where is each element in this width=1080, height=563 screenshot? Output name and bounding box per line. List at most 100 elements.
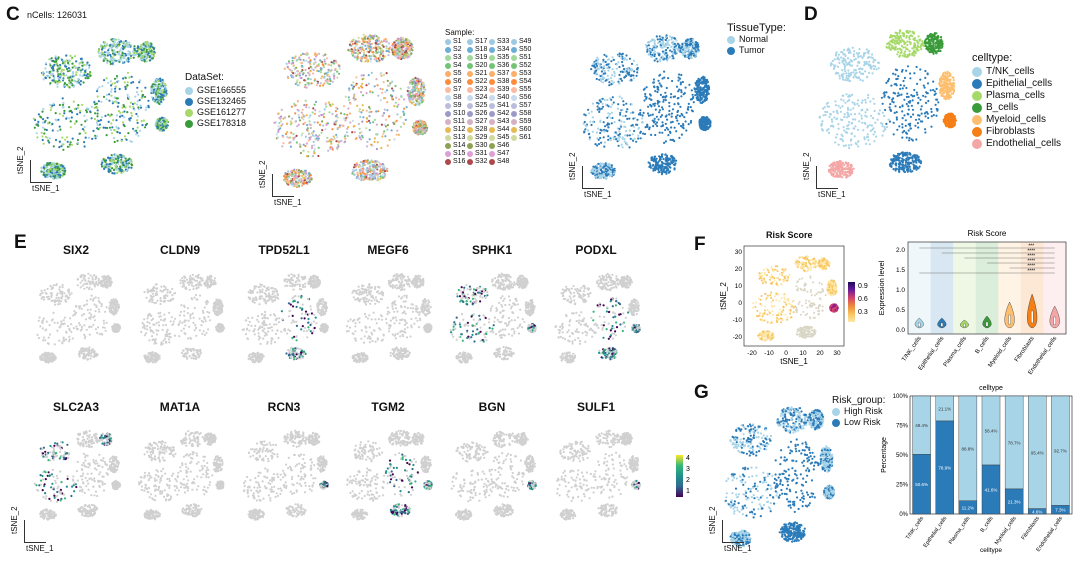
violin-box bbox=[1008, 314, 1011, 325]
legend-swatch bbox=[467, 63, 473, 69]
x-tick: -10 bbox=[764, 350, 774, 357]
legend-item: S16 bbox=[445, 158, 467, 166]
legend-swatch bbox=[467, 135, 473, 141]
violin-box bbox=[963, 323, 966, 327]
legend-swatch bbox=[467, 159, 473, 165]
legend-item: S29 bbox=[467, 134, 489, 142]
risk-score-scale: 0.9 0.6 0.3 bbox=[848, 282, 868, 322]
legend-item: S42 bbox=[489, 110, 511, 118]
legend-swatch bbox=[467, 95, 473, 101]
legend-label: S10 bbox=[453, 110, 466, 117]
legend-label: S32 bbox=[475, 158, 488, 165]
y-tick: -20 bbox=[733, 334, 743, 341]
legend-swatch bbox=[445, 143, 451, 149]
gene-title: PODXL bbox=[575, 243, 617, 257]
legend-label: S20 bbox=[475, 62, 488, 69]
legend-label: S59 bbox=[519, 118, 532, 125]
legend-swatch bbox=[511, 79, 517, 85]
legend-swatch bbox=[445, 87, 451, 93]
legend-label: S35 bbox=[497, 54, 510, 61]
sig-label: **** bbox=[1027, 269, 1035, 275]
gene-title: SIX2 bbox=[62, 243, 89, 257]
legend-swatch bbox=[832, 407, 840, 416]
legend-item: S40 bbox=[489, 94, 511, 102]
y-tick: 1.5 bbox=[896, 267, 905, 274]
legend-label: Plasma_cells bbox=[986, 90, 1045, 101]
legend-label: Tumor bbox=[739, 45, 765, 55]
violin-title: Risk Score bbox=[968, 229, 1007, 238]
legend-label: S38 bbox=[497, 78, 510, 85]
data-label: 50.6% bbox=[915, 482, 928, 487]
panel-label-d: D bbox=[804, 4, 818, 25]
legend-swatch bbox=[467, 103, 473, 109]
axis-label-y: tSNE_2 bbox=[10, 506, 19, 534]
legend-label: S18 bbox=[475, 46, 488, 53]
legend-risk-group: Risk_group: High Risk Low Risk bbox=[832, 395, 885, 428]
y-tick: 100% bbox=[893, 394, 909, 400]
legend-item: S52 bbox=[511, 62, 533, 70]
data-label: 88.8% bbox=[961, 446, 974, 451]
legend-label: S16 bbox=[453, 158, 466, 165]
legend-swatch bbox=[489, 39, 495, 45]
category-band bbox=[998, 242, 1021, 334]
legend-item: S25 bbox=[467, 102, 489, 110]
sig-label: **** bbox=[1027, 254, 1035, 260]
sig-label: *** bbox=[1028, 244, 1034, 250]
x-tick: T/NK_cells bbox=[901, 336, 923, 363]
legend-item: S61 bbox=[511, 134, 533, 142]
legend-label: S24 bbox=[475, 94, 488, 101]
legend-label: S52 bbox=[519, 62, 532, 69]
legend-item: S26 bbox=[467, 110, 489, 118]
y-tick: 20 bbox=[735, 266, 743, 273]
bar-segment-high-risk bbox=[1004, 395, 1024, 490]
legend-item: S44 bbox=[489, 126, 511, 134]
legend-swatch bbox=[445, 55, 451, 61]
legend-swatch bbox=[467, 151, 473, 157]
tsne-plot-sample bbox=[273, 33, 429, 188]
legend-label: S37 bbox=[497, 70, 510, 77]
legend-label: S55 bbox=[519, 86, 532, 93]
legend-sample: Sample: S1 S2 S3 S4 S5 S6 S7 S8 S9 S10 S11 S12 S13 S1… bbox=[445, 28, 533, 166]
legend-swatch bbox=[727, 35, 735, 44]
x-tick: Plasma_cells bbox=[948, 516, 972, 546]
category-band bbox=[1043, 242, 1066, 334]
legend-swatch bbox=[445, 95, 451, 101]
legend-item: GSE178318 bbox=[185, 118, 246, 129]
y-tick: 10 bbox=[735, 283, 743, 290]
legend-label: S61 bbox=[519, 134, 532, 141]
legend-swatch bbox=[489, 71, 495, 77]
legend-swatch bbox=[511, 63, 517, 69]
bar-title: celltype bbox=[979, 385, 1003, 392]
legend-label: S47 bbox=[497, 150, 510, 157]
legend-celltype: celltype: T/NK_cells Epithelial_cells Plas… bbox=[972, 52, 1061, 150]
data-label: 95.4% bbox=[1031, 450, 1044, 455]
legend-swatch bbox=[185, 108, 193, 117]
legend-swatch bbox=[467, 47, 473, 53]
legend-item: Tumor bbox=[727, 45, 786, 56]
gene-tsne-plot bbox=[554, 272, 641, 364]
legend-swatch bbox=[445, 71, 451, 77]
legend-label: S8 bbox=[453, 94, 462, 101]
gene-title: RCN3 bbox=[267, 400, 301, 414]
legend-item: S21 bbox=[467, 70, 489, 78]
legend-item: GSE166555 bbox=[185, 85, 246, 96]
legend-item: Low Risk bbox=[832, 417, 885, 428]
legend-item: S33 bbox=[489, 38, 511, 46]
legend-item: S37 bbox=[489, 70, 511, 78]
legend-item: S43 bbox=[489, 118, 511, 126]
plot-frame bbox=[743, 245, 845, 347]
scale-tick: 1 bbox=[686, 488, 690, 495]
legend-item: S2 bbox=[445, 46, 467, 54]
plot-frame bbox=[907, 241, 1067, 335]
legend-item: S15 bbox=[445, 150, 467, 158]
x-tick: 0 bbox=[784, 350, 788, 357]
x-tick: Plasma_cells bbox=[943, 336, 968, 368]
data-label: 41.6% bbox=[985, 487, 998, 492]
legend-item: S1 bbox=[445, 38, 467, 46]
legend-swatch bbox=[445, 151, 451, 157]
y-tick: 0.5 bbox=[896, 307, 905, 314]
risk-umap-title: Risk Score bbox=[766, 230, 813, 240]
gene-tsne-plot bbox=[345, 273, 433, 364]
legend-item: S47 bbox=[489, 150, 511, 158]
x-tick: Epithelial_cells bbox=[918, 336, 946, 372]
